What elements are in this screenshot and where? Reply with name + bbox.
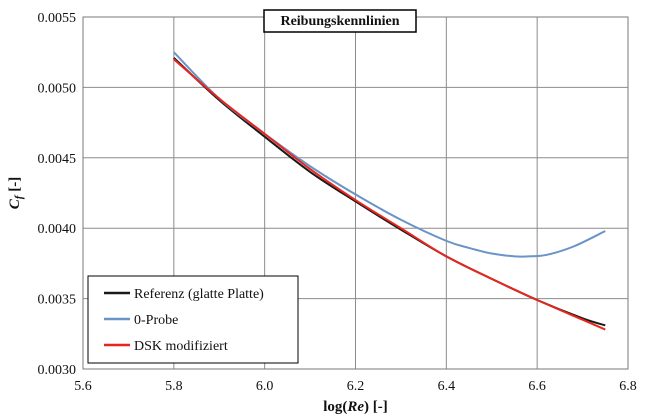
tick-labels: 5.6 5.8 6.0 6.2 6.4 6.6 6.8 0.0030 0.0035 0.0040 0… (38, 11, 637, 394)
y-axis-label-subscript: f (13, 194, 25, 199)
x-axis-label-symbol: Re (346, 399, 364, 415)
x-tick-label: 6.8 (619, 379, 637, 394)
y-tick-label: 0.0035 (38, 293, 77, 308)
series-line (173, 51, 606, 258)
legend: Referenz (glatte Platte) 0-Probe DSK modif… (87, 275, 299, 364)
y-axis-label-suffix: [-] (7, 177, 23, 196)
legend-label: Referenz (glatte Platte) (134, 287, 264, 302)
x-tick-label: 6.4 (438, 379, 456, 394)
x-tick-label: 6.6 (528, 379, 546, 394)
x-tick-label: 5.8 (165, 379, 183, 394)
chart-title-box: Reibungskennlinien (263, 9, 417, 33)
y-axis-label: Cf [-] (7, 177, 25, 209)
y-tick-label: 0.0050 (38, 81, 77, 96)
x-axis-label-prefix: log( (323, 399, 347, 415)
y-tick-label: 0.0045 (38, 152, 77, 167)
y-tick-label: 0.0030 (38, 363, 77, 378)
y-axis-label-symbol: C (7, 198, 23, 209)
y-tick-label: 0.0040 (38, 222, 77, 237)
legend-label: 0-Probe (134, 313, 178, 328)
legend-label: DSK modifiziert (134, 339, 228, 354)
x-tick-label: 6.2 (347, 379, 365, 394)
chart-title-frame (263, 9, 417, 33)
x-axis-label-suffix: ) [-] (364, 399, 388, 415)
series-line (173, 58, 606, 331)
y-tick-label: 0.0055 (38, 11, 77, 26)
chart-title: Reibungskennlinien (280, 14, 399, 29)
x-tick-label: 5.6 (74, 379, 92, 394)
x-tick-label: 6.0 (256, 379, 274, 394)
x-axis-label: log(Re) [-] (323, 399, 388, 415)
series-layer (173, 51, 606, 331)
